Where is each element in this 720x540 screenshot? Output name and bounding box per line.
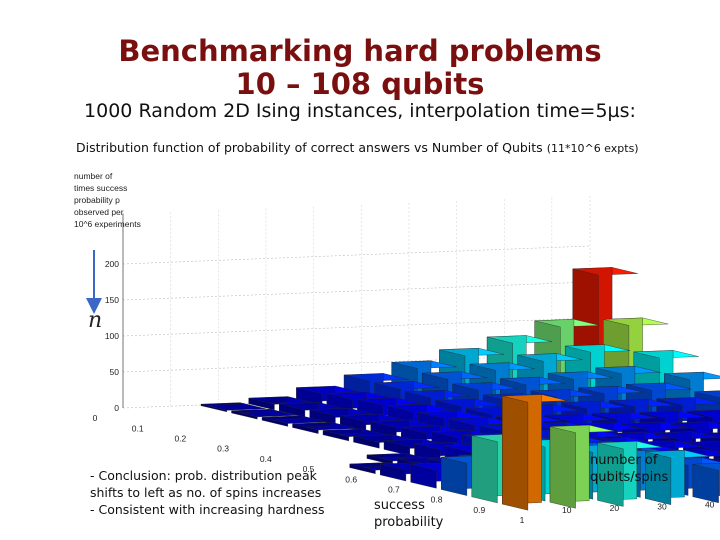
qubits-axis-label: number of qubits/spins bbox=[590, 452, 668, 486]
bar-front bbox=[502, 395, 529, 511]
y-axis-label-line: times success bbox=[74, 183, 128, 193]
x-tick-label: 0.8 bbox=[431, 495, 443, 505]
bar-front bbox=[353, 436, 380, 449]
x-axis-label: success probability bbox=[374, 497, 443, 531]
x-tick-label: 0.3 bbox=[217, 444, 229, 454]
bar bbox=[261, 415, 328, 427]
z-tick-label: 100 bbox=[105, 331, 119, 341]
bar-front bbox=[248, 397, 275, 411]
bar-front bbox=[441, 456, 468, 496]
bar-front bbox=[410, 463, 437, 489]
bar-front bbox=[597, 442, 624, 507]
conclusion-line: - Conclusion: prob. distribution peak bbox=[90, 468, 317, 483]
y-axis-label-line: probability p bbox=[74, 195, 120, 205]
bars bbox=[200, 267, 720, 511]
bar-front bbox=[261, 417, 288, 427]
bar-front bbox=[292, 423, 319, 434]
bar bbox=[200, 402, 267, 413]
slide-title-line1: Benchmarking hard problems bbox=[118, 34, 602, 68]
bar-front bbox=[645, 451, 672, 505]
bar bbox=[370, 419, 436, 440]
grid-line bbox=[122, 317, 591, 337]
x-tick-label: 0 bbox=[93, 413, 98, 423]
qubits-tick-label: 10 bbox=[562, 505, 572, 515]
bar bbox=[340, 413, 406, 433]
y-axis-label-line: observed per bbox=[74, 207, 124, 217]
chart-title-note: (11*10^6 expts) bbox=[546, 142, 639, 155]
bar-front bbox=[200, 403, 227, 413]
x-tick-label: 0.1 bbox=[132, 423, 144, 433]
x-axis-label-line: success bbox=[374, 498, 425, 513]
conclusions: - Conclusion: prob. distribution peak sh… bbox=[90, 467, 325, 518]
x-tick-label: 0.5 bbox=[303, 464, 315, 474]
y-axis-symbol: n bbox=[88, 308, 103, 333]
bar bbox=[645, 450, 711, 505]
bar bbox=[502, 394, 568, 511]
bar-front bbox=[349, 463, 376, 474]
z-tick-label: 150 bbox=[105, 295, 119, 305]
grid-line bbox=[122, 245, 591, 265]
slide-title-line2: 10 – 108 qubits bbox=[235, 67, 485, 101]
bar-front bbox=[549, 426, 576, 509]
qubits-tick-label: 30 bbox=[657, 501, 667, 511]
x-tick-label: 1 bbox=[520, 515, 525, 525]
y-axis-label-line: 10^6 experiments bbox=[74, 219, 141, 229]
bar-front bbox=[231, 410, 258, 420]
grid-line bbox=[122, 281, 591, 301]
chart-title: Distribution function of probability of … bbox=[76, 140, 639, 155]
bar bbox=[322, 428, 389, 442]
bar-front bbox=[322, 430, 349, 442]
bar bbox=[292, 422, 358, 434]
bar-front bbox=[692, 464, 719, 504]
bar bbox=[248, 396, 314, 411]
x-tick-label: 0.6 bbox=[345, 474, 357, 484]
x-tick-label: 0.2 bbox=[174, 433, 186, 443]
bar bbox=[309, 408, 375, 425]
bar bbox=[597, 441, 663, 507]
conclusion-line: shifts to left as no. of spins increases bbox=[90, 485, 322, 500]
qubits-tick-label: 20 bbox=[610, 503, 620, 513]
z-tick-label: 50 bbox=[110, 367, 120, 377]
bar-front bbox=[380, 463, 407, 482]
y-axis-label-line: number of bbox=[74, 171, 113, 181]
z-tick-label: 200 bbox=[105, 259, 119, 269]
bar bbox=[279, 402, 345, 418]
x-tick-label: 0.7 bbox=[388, 484, 400, 494]
x-tick-label: 0.9 bbox=[473, 505, 485, 515]
bar-front bbox=[279, 403, 306, 418]
qubits-tick-label: 40 bbox=[705, 499, 715, 509]
x-tick-label: 0.4 bbox=[260, 454, 272, 464]
qubits-axis-label-line: qubits/spins bbox=[590, 470, 669, 485]
z-tick-label: 0 bbox=[114, 403, 119, 413]
bar-front bbox=[471, 435, 498, 504]
bar bbox=[231, 409, 297, 420]
bar bbox=[549, 424, 615, 509]
bar bbox=[692, 463, 720, 504]
qubits-axis-label-line: number of bbox=[590, 453, 658, 468]
conclusion-line: - Consistent with increasing hardness bbox=[90, 502, 325, 517]
x-axis-label-line: probability bbox=[374, 515, 444, 530]
chart-title-text: Distribution function of probability of … bbox=[76, 140, 543, 155]
slide-subtitle: 1000 Random 2D Ising instances, interpol… bbox=[84, 100, 636, 122]
y-axis-label: number of times success probability p ob… bbox=[74, 170, 154, 230]
